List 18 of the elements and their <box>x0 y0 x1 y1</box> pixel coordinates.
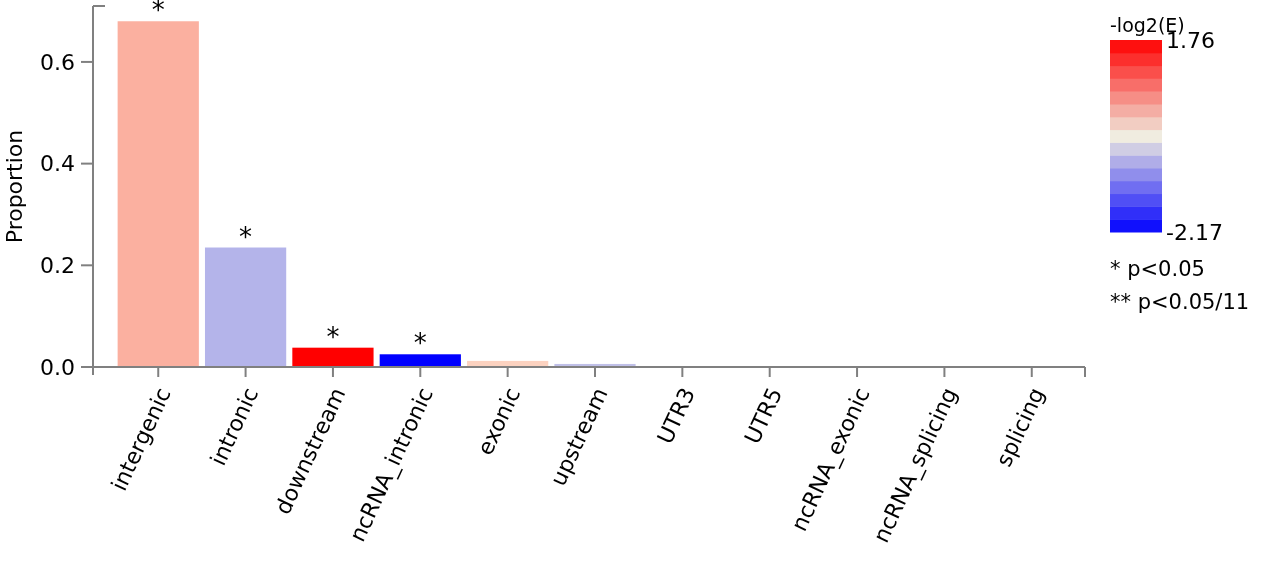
bar <box>204 247 287 367</box>
x-tick-label: UTR3 <box>652 383 700 448</box>
text: * p<0.05 <box>1110 257 1205 281</box>
color-bar-label: -2.17 <box>1166 219 1223 245</box>
y-tick-label: 0.4 <box>40 151 75 177</box>
text: ** p<0.05/11 <box>1110 290 1250 314</box>
y-tick-label: 0.6 <box>40 49 75 75</box>
bar <box>117 21 199 367</box>
y-tick-label: 0.0 <box>40 354 75 380</box>
y-tick-label: 0.2 <box>40 253 75 279</box>
bar <box>292 347 374 367</box>
annotation: * <box>239 221 253 252</box>
annotation: * <box>326 321 340 352</box>
annotation: * <box>413 328 427 359</box>
annotation: * <box>151 0 165 26</box>
x-tick-label: UTR5 <box>739 383 788 448</box>
bar <box>379 354 461 367</box>
y-axis-title: Proportion <box>2 129 27 244</box>
